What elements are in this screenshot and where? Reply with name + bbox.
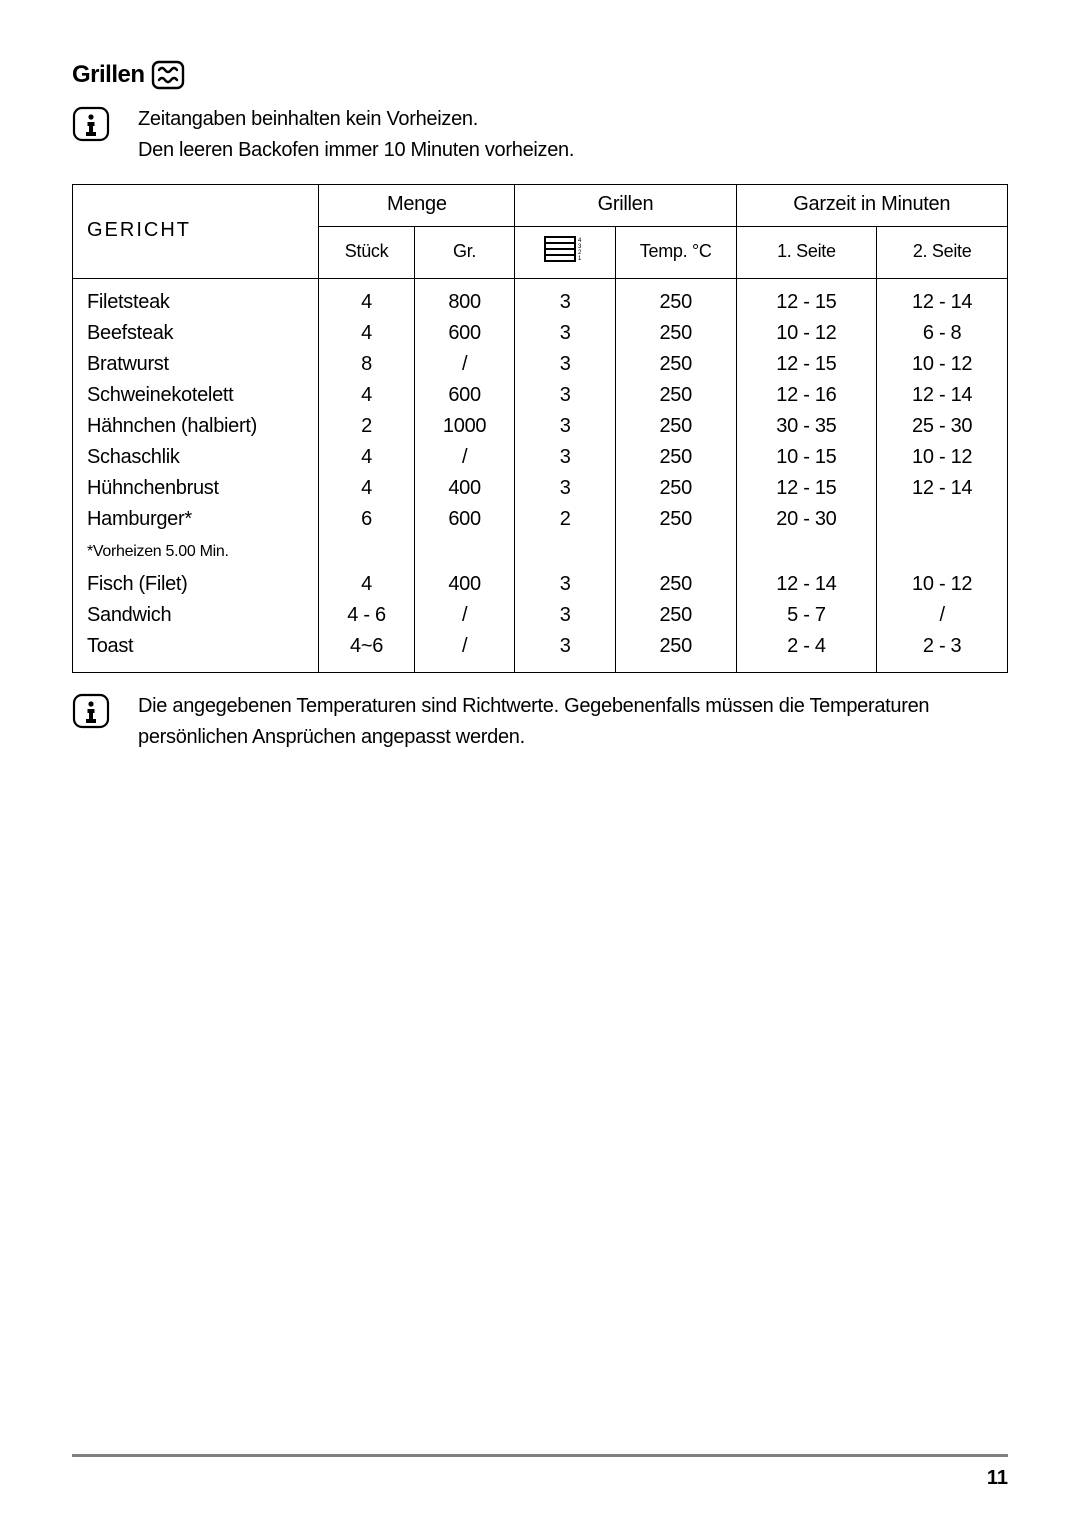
header-seite2: 2. Seite bbox=[877, 227, 1008, 279]
header-seite1: 1. Seite bbox=[736, 227, 877, 279]
table-row: Hähnchen (halbiert)21000325030 - 3525 - … bbox=[73, 411, 1008, 442]
info-line-1: Zeitangaben beinhalten kein Vorheizen. bbox=[138, 104, 574, 135]
table-row: Schaschlik4/325010 - 1510 - 12 bbox=[73, 442, 1008, 473]
grill-table: GERICHT Menge Grillen Garzeit in Minuten… bbox=[72, 184, 1008, 673]
info-icon bbox=[72, 693, 110, 734]
info-line-2: Den leeren Backofen immer 10 Minuten vor… bbox=[138, 135, 574, 166]
table-row: Filetsteak4800325012 - 1512 - 14 bbox=[73, 279, 1008, 319]
shelf-level-icon: 4 3 2 1 bbox=[543, 235, 587, 268]
info-note-bottom: Die angegebenen Temperaturen sind Richtw… bbox=[72, 691, 1008, 753]
header-stueck: Stück bbox=[319, 227, 415, 279]
table-row: Bratwurst8/325012 - 1510 - 12 bbox=[73, 349, 1008, 380]
page-number: 11 bbox=[72, 1467, 1008, 1490]
info-icon bbox=[72, 106, 110, 147]
header-garzeit: Garzeit in Minuten bbox=[736, 185, 1007, 227]
table-note-row: *Vorheizen 5.00 Min. bbox=[73, 535, 1008, 569]
table-row: Hühnchenbrust4400325012 - 1512 - 14 bbox=[73, 473, 1008, 504]
table-row: Toast4~6/32502 - 42 - 3 bbox=[73, 631, 1008, 673]
header-menge: Menge bbox=[319, 185, 515, 227]
header-gr: Gr. bbox=[414, 227, 515, 279]
section-title: Grillen bbox=[72, 61, 145, 89]
svg-text:1: 1 bbox=[578, 256, 582, 262]
header-grillen: Grillen bbox=[515, 185, 736, 227]
page-footer: 11 bbox=[72, 1454, 1008, 1490]
table-row: Fisch (Filet)4400325012 - 1410 - 12 bbox=[73, 569, 1008, 600]
preheat-note: *Vorheizen 5.00 Min. bbox=[73, 535, 319, 569]
header-shelf-icon: 4 3 2 1 bbox=[515, 227, 616, 279]
table-row: Sandwich4 - 6/32505 - 7/ bbox=[73, 600, 1008, 631]
info-note-top: Zeitangaben beinhalten kein Vorheizen. D… bbox=[72, 104, 1008, 166]
footer-divider bbox=[72, 1454, 1008, 1457]
table-row: Beefsteak4600325010 - 126 - 8 bbox=[73, 318, 1008, 349]
table-row: Hamburger*6600225020 - 30 bbox=[73, 504, 1008, 535]
grill-icon bbox=[151, 60, 185, 90]
section-title-row: Grillen bbox=[72, 60, 1008, 90]
info-text-bottom: Die angegebenen Temperaturen sind Richtw… bbox=[138, 691, 1008, 753]
info-text-top: Zeitangaben beinhalten kein Vorheizen. D… bbox=[138, 104, 574, 166]
table-row: Schweinekotelett4600325012 - 1612 - 14 bbox=[73, 380, 1008, 411]
header-gericht: GERICHT bbox=[73, 185, 319, 279]
header-temp: Temp. °C bbox=[615, 227, 736, 279]
